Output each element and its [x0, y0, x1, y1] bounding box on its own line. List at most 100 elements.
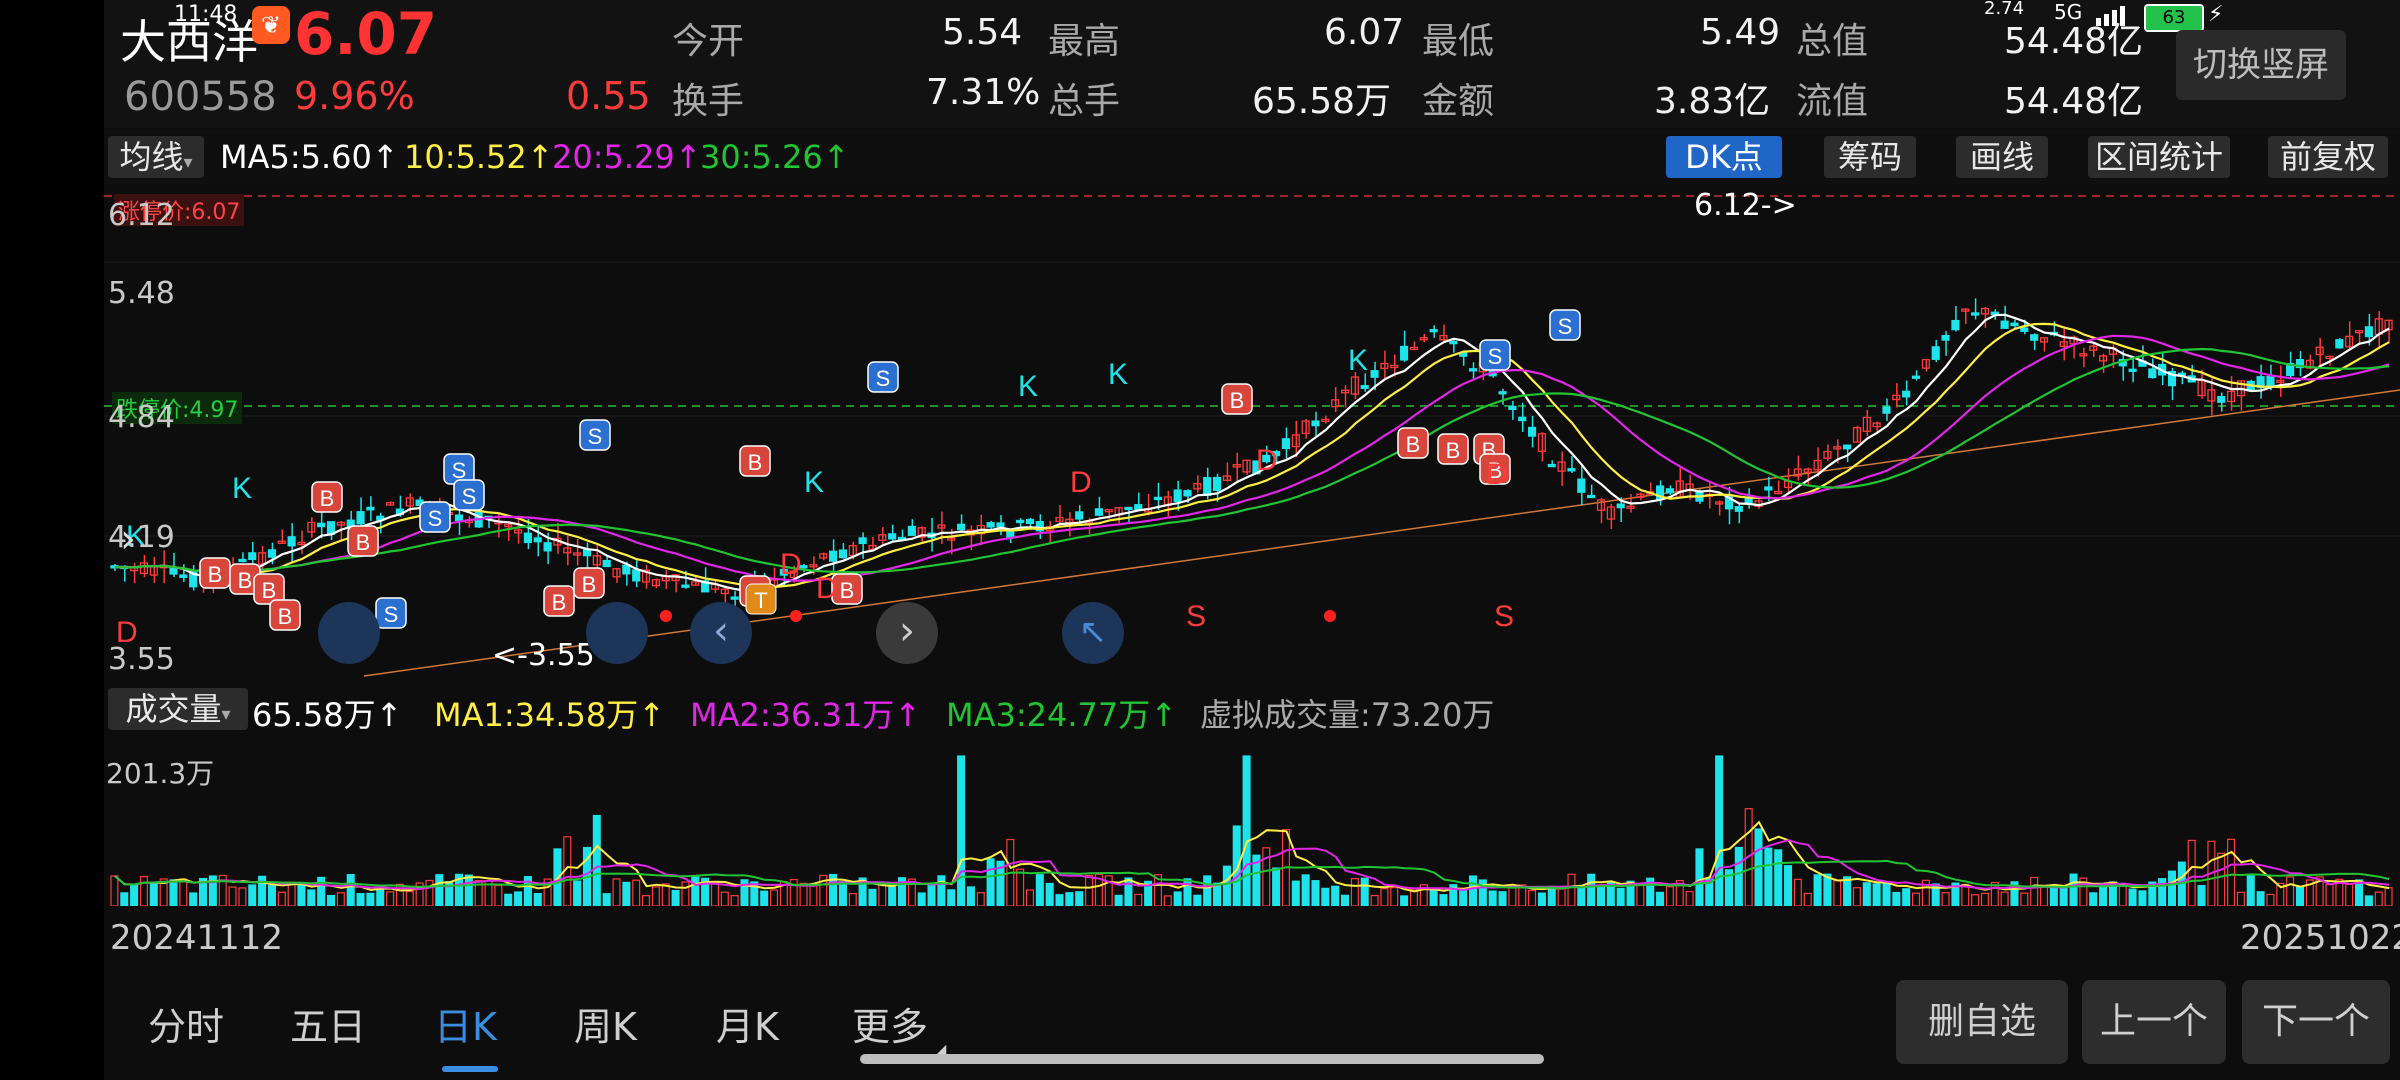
candle — [2030, 334, 2039, 341]
volume-bar — [1587, 873, 1596, 907]
red-dot-mark — [660, 610, 672, 622]
candle — [386, 502, 395, 506]
volume-bar — [2227, 838, 2236, 907]
candle — [2000, 320, 2009, 329]
kline-nav-circle[interactable] — [586, 602, 648, 664]
svg-text:B: B — [1488, 458, 1503, 483]
indicator-bar: 均线▾ MA5:5.60↑ 10:5.52↑ 20:5.29↑ 30:5.26↑… — [104, 130, 2400, 184]
ma-selector[interactable]: 均线▾ — [108, 136, 204, 178]
chouma-button[interactable]: 筹码 — [1824, 136, 1916, 178]
volume-bar — [809, 883, 818, 907]
tab-weekly-k[interactable]: 周K — [574, 1005, 637, 1049]
volume-bar — [287, 882, 296, 907]
candle — [1094, 508, 1103, 516]
gesture-bar[interactable] — [860, 1054, 1544, 1064]
candle — [582, 549, 592, 557]
expand-left-icon[interactable]: › — [120, 516, 136, 562]
zoom-icon[interactable]: ↖ — [1062, 602, 1124, 664]
volume-bar — [376, 888, 385, 907]
tab-intraday[interactable]: 分时 — [148, 1005, 225, 1049]
candle — [1193, 482, 1202, 490]
candle — [1931, 346, 1940, 360]
volume-bar — [937, 875, 946, 907]
candle — [543, 542, 552, 552]
candle — [1902, 390, 1911, 398]
switch-portrait-button[interactable]: 切换竖屏 — [2176, 30, 2346, 100]
d-signal-mark: D — [116, 616, 138, 649]
candle — [1134, 504, 1143, 511]
svg-text:B: B — [208, 562, 223, 587]
volume-bar — [2374, 891, 2383, 907]
volume-bar — [632, 879, 641, 907]
tab-monthly-k[interactable]: 月K — [716, 1005, 779, 1049]
candle — [2266, 375, 2275, 387]
candle — [1272, 450, 1281, 457]
candle — [868, 544, 877, 550]
candle — [1301, 420, 1310, 435]
buy-signal-badge: B — [269, 599, 301, 631]
s-bottom-mark: S — [1186, 600, 1206, 633]
candle — [1311, 420, 1320, 427]
signal-icon — [2096, 4, 2132, 26]
candle — [878, 534, 887, 541]
volume-chart[interactable]: 201.3万 — [104, 736, 2400, 907]
volume-selector[interactable]: 成交量▾ — [108, 688, 248, 730]
draw-line-button[interactable]: 画线 — [1956, 136, 2048, 178]
volume-bar — [1941, 892, 1950, 907]
volume-bar — [1075, 891, 1084, 907]
candle — [1715, 501, 1724, 505]
candle — [2345, 335, 2354, 348]
volume-bar — [277, 891, 286, 907]
volume-bar — [1045, 882, 1054, 907]
ma30-value: 30:5.26↑ — [700, 138, 850, 176]
quote-header: 11:48 2.74 5G 63 ⚡ 大西洋 ❦ 6.07 600558 9.9… — [104, 0, 2400, 128]
svg-text:S: S — [1558, 314, 1573, 339]
candle — [691, 581, 700, 586]
adjust-button[interactable]: 前复权 — [2268, 136, 2388, 178]
limit-up-label: 涨停价:6.07 — [114, 194, 245, 226]
virtual-volume: 虚拟成交量:73.20万 — [1200, 696, 1495, 734]
s-bottom-mark: S — [1494, 600, 1514, 633]
volume-bar — [110, 875, 119, 907]
candle — [1823, 450, 1832, 459]
next-stock-button[interactable]: 下一个 — [2242, 980, 2390, 1064]
volume-bar — [957, 755, 966, 907]
svg-text:B: B — [1446, 438, 1461, 463]
volume-ma2: MA2:36.31万↑ — [690, 696, 922, 734]
candle — [1528, 426, 1537, 437]
candle — [1212, 476, 1222, 491]
volume-bar — [1183, 878, 1192, 907]
dk-point-button[interactable]: DK点 — [1666, 136, 1782, 178]
candle — [1921, 358, 1930, 369]
candle — [986, 522, 995, 528]
kline-nav-circle[interactable] — [318, 602, 380, 664]
y-tick: 5.48 — [108, 276, 175, 311]
y-tick: 4.19 — [108, 520, 175, 555]
volume-bar — [130, 884, 139, 907]
turnover-value: 7.31% — [926, 72, 1041, 113]
buy-signal-badge: B — [1437, 433, 1469, 465]
candle — [513, 529, 523, 534]
chevron-left-icon[interactable]: ‹ — [690, 602, 752, 664]
candle — [336, 521, 345, 526]
k-signal-mark: K — [232, 472, 252, 505]
volume-bar — [770, 889, 779, 907]
chevron-right-icon[interactable]: › — [876, 602, 938, 664]
kline-chart[interactable]: BBBBBBBBBBBBBBBBSSSSSSSSKKKKKKDDDDDDTSS … — [104, 186, 2400, 678]
tab-more[interactable]: 更多 — [852, 1005, 929, 1049]
tab-daily-k[interactable]: 日K — [434, 1005, 497, 1049]
candle — [1567, 468, 1576, 472]
candle — [937, 524, 946, 529]
remove-watchlist-button[interactable]: 删自选 — [1896, 980, 2068, 1064]
buy-signal-badge: B — [199, 557, 231, 589]
volume-bar — [1134, 893, 1143, 907]
previous-stock-button[interactable]: 上一个 — [2082, 980, 2226, 1064]
candle — [366, 506, 375, 511]
volume-bar — [179, 878, 188, 907]
tab-five-day[interactable]: 五日 — [290, 1005, 367, 1049]
volume-bar — [1242, 755, 1251, 907]
svg-text:B: B — [582, 572, 597, 597]
volume-label: 总手 — [1048, 81, 1121, 122]
range-stats-button[interactable]: 区间统计 — [2088, 136, 2230, 178]
t-signal-badge: T — [745, 583, 777, 615]
